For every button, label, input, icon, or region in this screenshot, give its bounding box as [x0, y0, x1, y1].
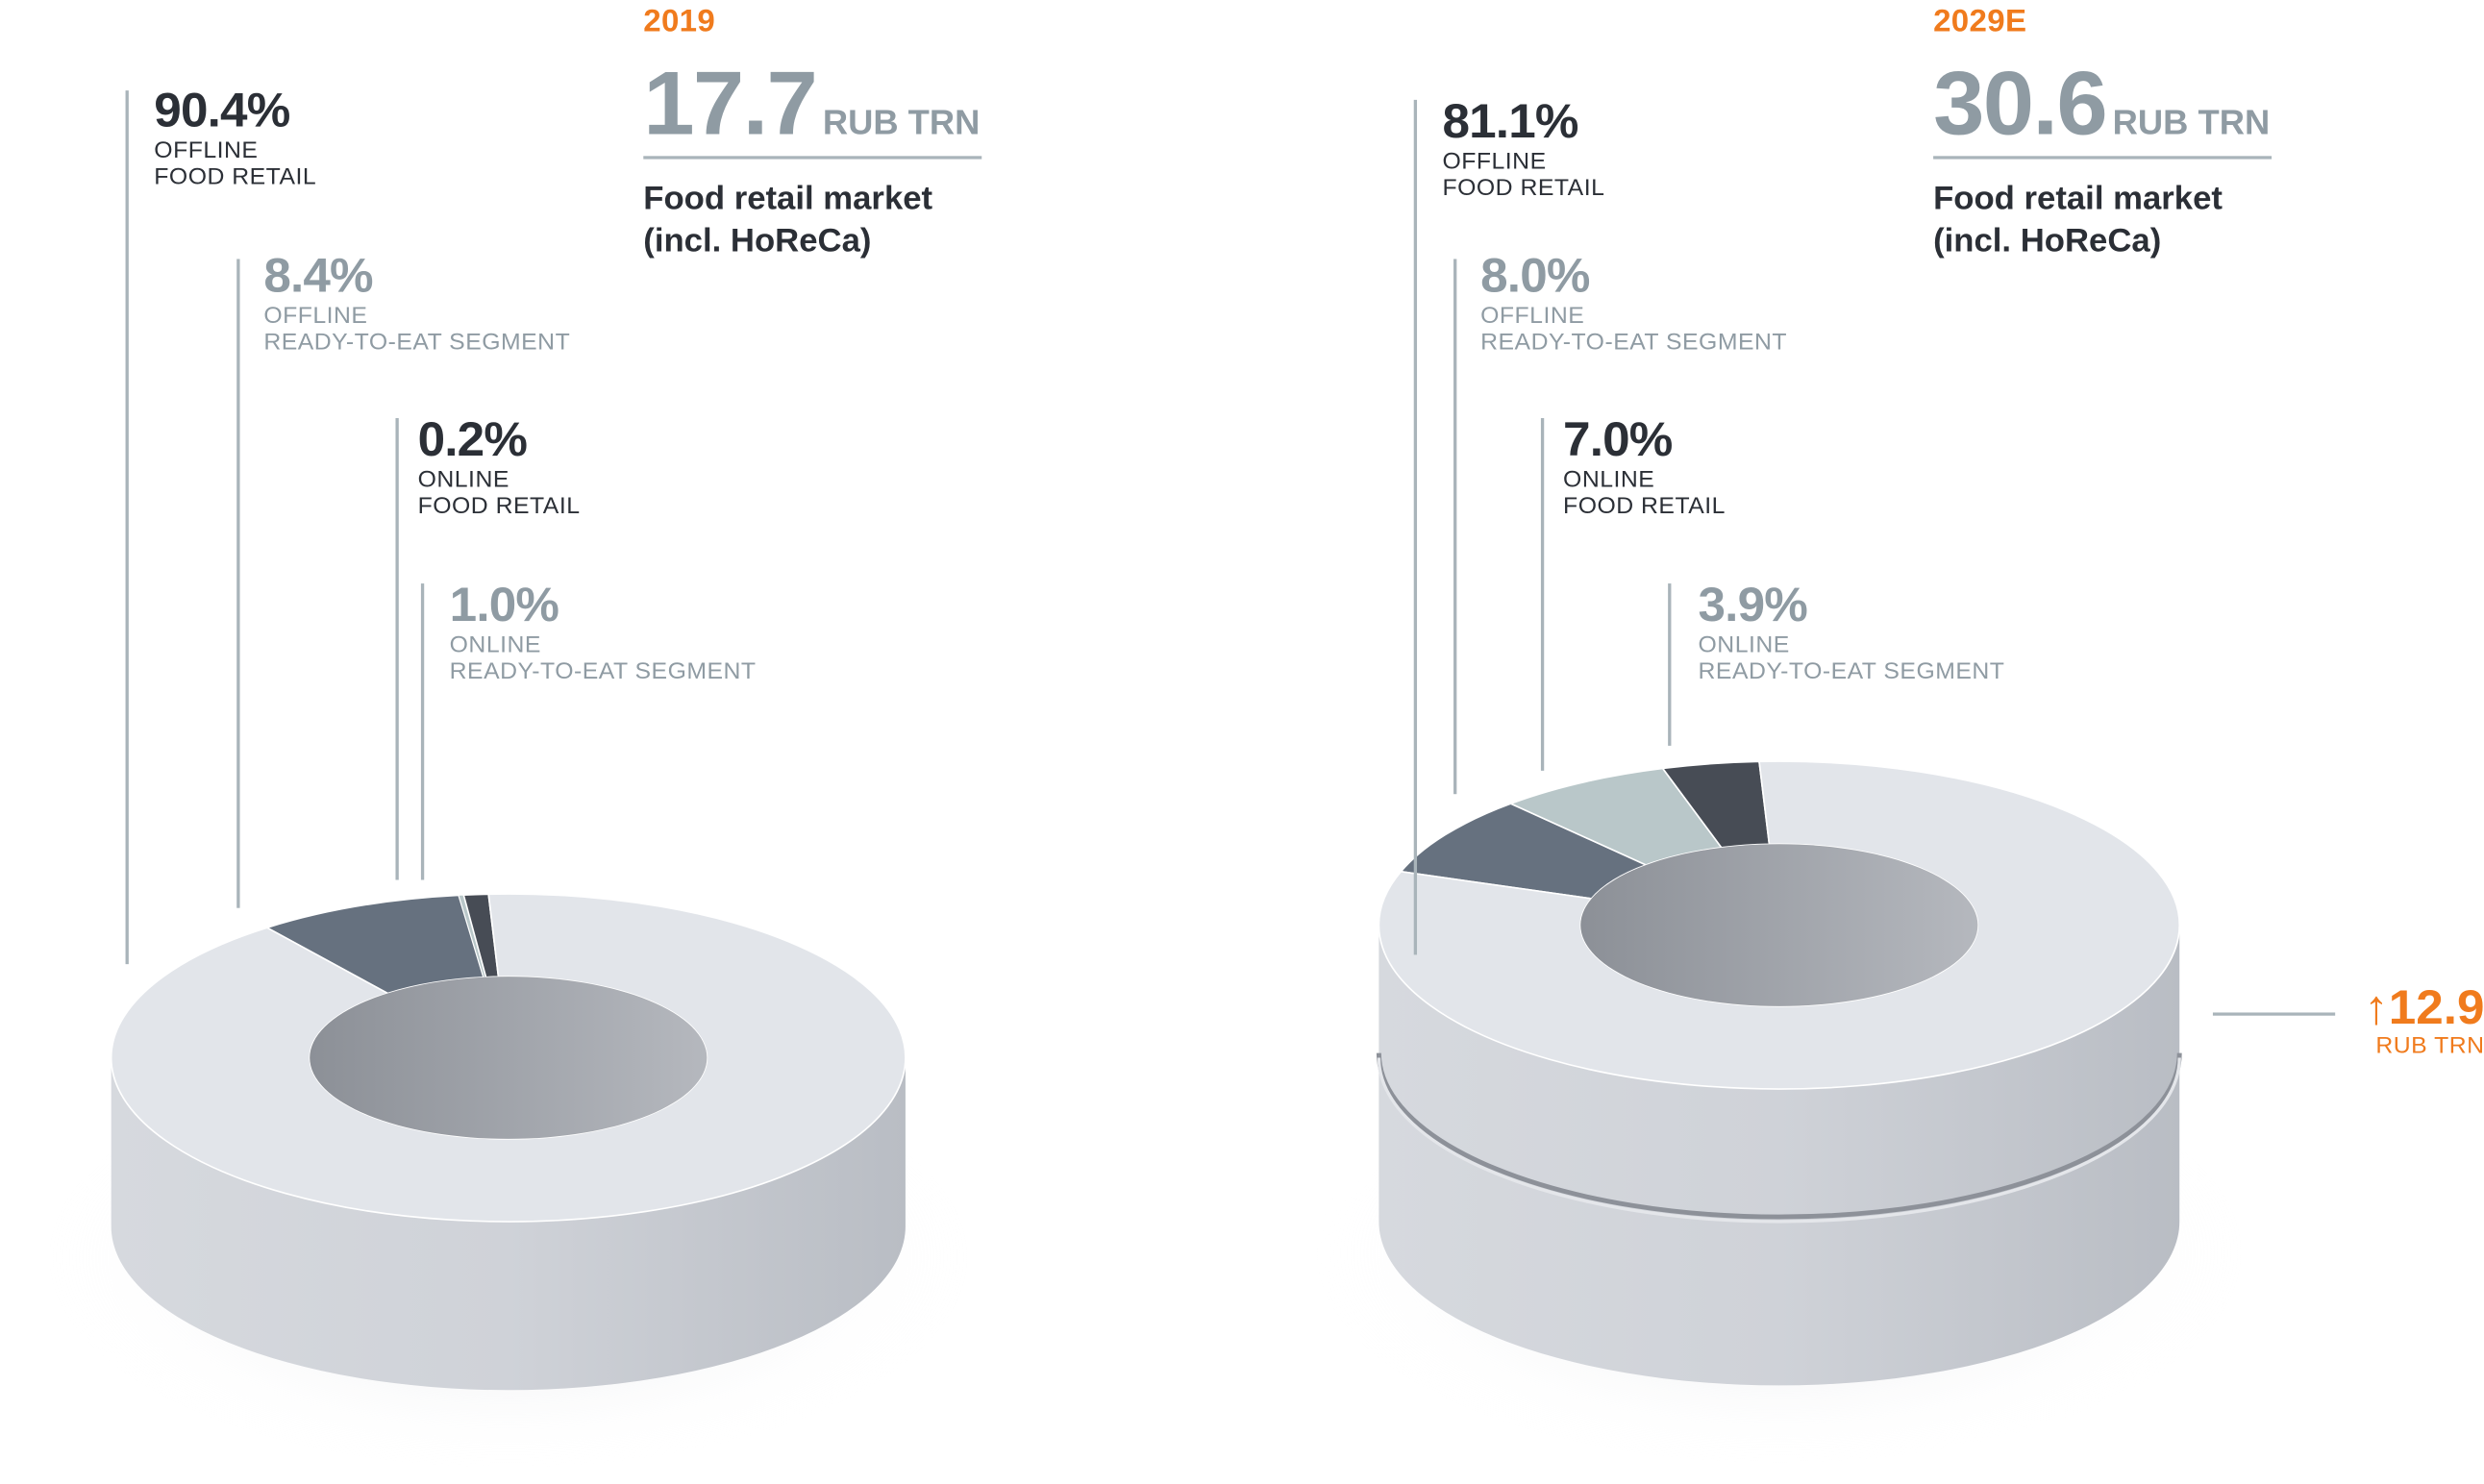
slice-pct: 7.0% — [1563, 411, 1673, 467]
market-title-line1: Food retail market — [1933, 181, 2223, 217]
market-title-2029e: Food retail market (incl. HoReCa) — [1933, 178, 2223, 262]
slice-label-line1: OFFLINE — [154, 136, 259, 164]
layer-groove-highlight — [1377, 1057, 2181, 1224]
slice-label-offline-rte: 8.0% OFFLINE READY-TO-EAT SEGMENT — [1480, 248, 1788, 357]
total-value: 30.6 — [1933, 53, 2108, 155]
slice-label-line1: ONLINE — [417, 466, 509, 493]
slice-pct: 8.4% — [263, 248, 373, 303]
total-unit: RUB TRN — [2112, 103, 2271, 142]
donut-side — [111, 1057, 906, 1391]
growth-unit: RUB TRN — [2375, 1032, 2484, 1060]
leader-line — [1413, 99, 1417, 955]
slice-label-line2: FOOD RETAIL — [154, 163, 317, 191]
donut-side — [1379, 925, 2180, 1386]
slice-label-offline-rte: 8.4% OFFLINE READY-TO-EAT SEGMENT — [263, 248, 571, 357]
donut-2019 — [47, 893, 970, 1469]
slice-label-line2: READY-TO-EAT SEGMENT — [1698, 657, 2005, 685]
slice-label-line2: READY-TO-EAT SEGMENT — [449, 657, 757, 685]
slice-label-online-food: 7.0% ONLINE FOOD RETAIL — [1563, 411, 1726, 520]
layer-groove — [1376, 1052, 2182, 1220]
slice-label-line2: READY-TO-EAT SEGMENT — [263, 329, 571, 357]
total-value: 17.7 — [643, 53, 818, 155]
slice-label-line2: FOOD RETAIL — [1563, 492, 1726, 520]
market-title-2019: Food retail market (incl. HoReCa) — [643, 178, 932, 262]
slice-label-online-food: 0.2% ONLINE FOOD RETAIL — [417, 411, 581, 520]
market-title-line2: (incl. HoReCa) — [1933, 223, 2162, 260]
leader-line — [236, 259, 239, 908]
leader-line — [125, 90, 129, 965]
growth-leader-line — [2212, 1012, 2336, 1015]
slice-label-online-rte: 3.9% ONLINE READY-TO-EAT SEGMENT — [1698, 577, 2005, 685]
slice-pct: 1.0% — [449, 577, 559, 632]
slice-label-line1: OFFLINE — [1480, 302, 1585, 330]
growth-number: 12.9 — [2388, 979, 2484, 1035]
slice-label-offline-food: 90.4% OFFLINE FOOD RETAIL — [154, 83, 317, 191]
market-title-line1: Food retail market — [643, 181, 933, 217]
growth-callout: ↑12.9 RUB TRN — [2364, 982, 2484, 1060]
slice-label-line2: FOOD RETAIL — [417, 492, 581, 520]
growth-value: ↑12.9 — [2364, 982, 2484, 1033]
donut-2029e — [1315, 760, 2244, 1464]
slice-label-line1: ONLINE — [449, 631, 541, 658]
slice-pct: 8.0% — [1480, 248, 1590, 303]
slice-label-line1: ONLINE — [1698, 631, 1790, 658]
slice-label-online-rte: 1.0% ONLINE READY-TO-EAT SEGMENT — [449, 577, 757, 685]
slice-label-line1: ONLINE — [1563, 466, 1655, 493]
slice-pct: 90.4% — [154, 83, 290, 137]
leader-line — [1540, 418, 1544, 771]
market-title-line2: (incl. HoReCa) — [643, 223, 872, 260]
slice-label-offline-food: 81.1% OFFLINE FOOD RETAIL — [1442, 93, 1605, 202]
leader-line — [1668, 583, 1671, 746]
donut-hole — [310, 977, 708, 1139]
slice-label-line2: FOOD RETAIL — [1442, 174, 1605, 202]
slice-label-line2: READY-TO-EAT SEGMENT — [1480, 329, 1788, 357]
donut-hole — [1580, 844, 1978, 1006]
leader-line — [395, 418, 398, 880]
up-arrow-icon: ↑ — [2364, 979, 2389, 1035]
total-2019: 17.7 RUB TRN — [643, 59, 982, 160]
year-label-2019: 2019 — [643, 4, 716, 39]
slice-pct: 81.1% — [1442, 93, 1578, 149]
leader-line — [1453, 259, 1456, 795]
slice-label-line1: OFFLINE — [263, 302, 368, 330]
slice-label-line1: OFFLINE — [1442, 148, 1547, 175]
total-2029e: 30.6 RUB TRN — [1933, 59, 2273, 160]
total-unit: RUB TRN — [822, 103, 981, 142]
slice-pct: 0.2% — [417, 411, 528, 467]
year-label-2029e: 2029E — [1933, 4, 2027, 39]
slice-pct: 3.9% — [1698, 577, 1808, 632]
leader-line — [420, 583, 424, 880]
